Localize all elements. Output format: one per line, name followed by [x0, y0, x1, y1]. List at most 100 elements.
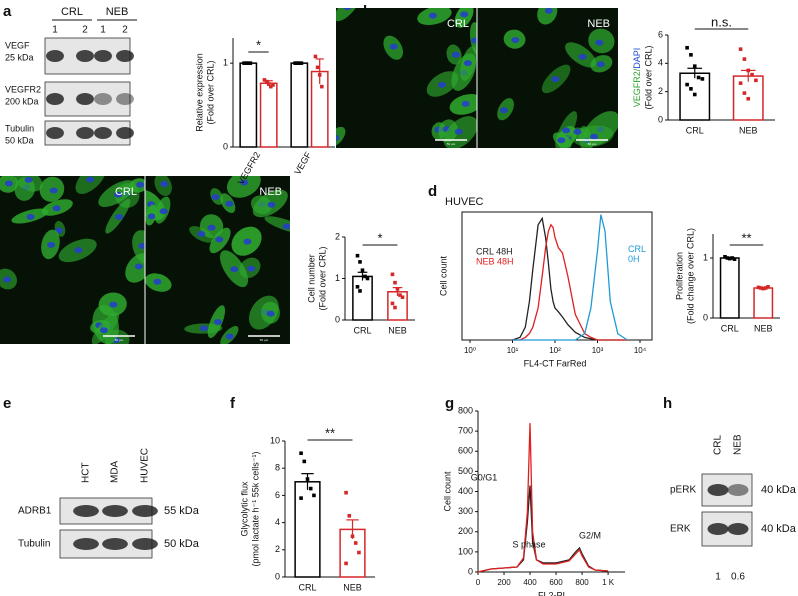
- image-label: NEB: [259, 186, 282, 198]
- y-tick-label: 2: [275, 544, 280, 554]
- y-axis-label: Glycolytic flux: [239, 481, 249, 537]
- data-point: [302, 460, 306, 464]
- nucleus: [243, 239, 251, 245]
- lane-group-label: CRL: [61, 6, 83, 18]
- nucleus: [214, 319, 222, 325]
- nucleus: [283, 223, 291, 229]
- blot-band: [132, 505, 158, 517]
- blot-band: [116, 50, 134, 62]
- row-size: 55 kDa: [164, 505, 200, 517]
- bar: [291, 63, 307, 147]
- blot-band: [102, 538, 128, 550]
- lane-label: CRL: [713, 435, 724, 455]
- panel-label: h: [663, 395, 672, 412]
- blot-band: [132, 538, 158, 550]
- data-point: [344, 491, 348, 495]
- panel-label: f: [230, 395, 236, 412]
- nucleus: [215, 236, 223, 242]
- annotation: S phase: [512, 539, 545, 549]
- lane-label: 1: [100, 25, 106, 36]
- quantification: 1: [715, 572, 721, 583]
- panel-label: a: [3, 3, 12, 20]
- nucleus: [390, 44, 398, 50]
- y-tick-label: 10: [270, 435, 280, 445]
- significance-label: *: [377, 230, 382, 245]
- x-tick-label: 600: [549, 578, 563, 587]
- nucleus: [53, 205, 61, 211]
- row-label: VEGF: [5, 40, 30, 50]
- y-axis-label: Cell count: [438, 255, 448, 296]
- bar: [240, 63, 256, 147]
- scale-bar-label: 50 μm: [447, 142, 456, 146]
- legend-label: NEB 48H: [476, 256, 514, 266]
- y-axis-label: (Fold over CRL): [317, 246, 327, 310]
- x-tick-label: CRL: [353, 325, 371, 335]
- data-point: [299, 451, 303, 455]
- data-point: [366, 277, 370, 281]
- x-tick-label: 10⁴: [634, 346, 647, 355]
- y-axis-label: (pmol lactate h⁻¹ 55k cells⁻¹): [250, 451, 260, 566]
- x-tick-label: 1 K: [602, 578, 615, 587]
- data-point: [701, 77, 705, 81]
- row-size: 40 kDa: [761, 523, 797, 535]
- data-point: [351, 534, 355, 538]
- y-axis-label: (Fold over CRL): [205, 60, 215, 124]
- x-tick-label: CRL: [298, 582, 316, 592]
- data-point: [306, 477, 310, 481]
- x-tick-label: NEB: [739, 125, 758, 135]
- data-point: [693, 64, 697, 68]
- nucleus: [545, 8, 553, 14]
- x-tick-label: CRL: [686, 125, 704, 135]
- lane-label: HUVEC: [140, 448, 151, 483]
- x-tick-label: NEB: [388, 325, 407, 335]
- y-axis-label: (Fold change over CRL): [685, 228, 695, 324]
- row-label: ADRB1: [18, 506, 52, 517]
- bar: [680, 73, 709, 120]
- nucleus: [343, 4, 351, 10]
- nucleus: [500, 107, 508, 113]
- y-axis-label: VEGFR2/DAPI: [632, 48, 642, 108]
- y-tick-label: 100: [458, 546, 473, 556]
- lane-group-label: NEB: [106, 6, 129, 18]
- x-tick-label: CRL: [721, 323, 739, 333]
- data-point: [361, 268, 365, 272]
- nucleus: [579, 54, 587, 60]
- row-label: ERK: [670, 524, 691, 535]
- row-label: Tubulin: [5, 123, 34, 133]
- data-point: [391, 302, 395, 306]
- data-point: [685, 46, 689, 50]
- blot-band: [708, 484, 729, 496]
- data-point: [356, 254, 360, 258]
- nucleus: [226, 334, 234, 340]
- scale-bar-label: 50 μm: [260, 338, 269, 342]
- data-point: [391, 273, 395, 277]
- blot-band: [102, 505, 128, 517]
- legend-label-line: 0H: [628, 254, 640, 264]
- y-tick-label: 8: [275, 463, 280, 473]
- data-point: [697, 76, 701, 80]
- nucleus: [197, 231, 205, 237]
- row-size: 25 kDa: [5, 52, 34, 62]
- data-point: [357, 551, 361, 555]
- nucleus: [208, 225, 216, 231]
- data-point: [754, 79, 758, 83]
- data-point: [401, 295, 405, 299]
- nucleus: [115, 214, 123, 220]
- bar: [754, 288, 772, 318]
- lane-label: 1: [52, 25, 58, 36]
- data-point: [300, 61, 304, 65]
- nucleus: [3, 277, 11, 283]
- y-tick-label: 6: [658, 29, 663, 39]
- histogram-line: [478, 486, 608, 573]
- nucleus: [74, 247, 82, 253]
- image-label: CRL: [115, 186, 137, 198]
- nucleus: [464, 60, 472, 66]
- blot-band: [46, 127, 64, 139]
- lane-label: 2: [82, 25, 88, 36]
- nucleus: [135, 263, 143, 269]
- data-point: [685, 83, 689, 87]
- x-tick-label: 0: [476, 578, 481, 587]
- blot-band: [46, 93, 64, 105]
- histogram-line: [513, 215, 628, 340]
